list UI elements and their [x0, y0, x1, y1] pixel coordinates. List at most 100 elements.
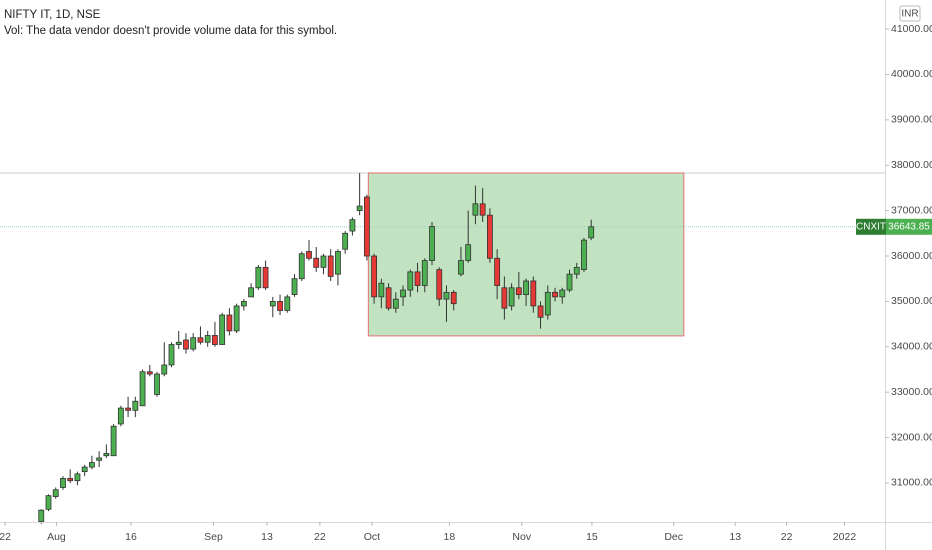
candle-body — [96, 457, 103, 461]
y-tick-label: 39000.00 — [891, 114, 932, 126]
candle-body — [197, 337, 204, 343]
x-tick-label: 2022 — [833, 531, 857, 543]
candle-body — [89, 462, 95, 468]
candle-body — [139, 371, 146, 407]
candle-body — [226, 314, 233, 332]
candle-body — [212, 335, 218, 345]
candle-body — [284, 296, 291, 311]
candle-body — [566, 273, 573, 291]
x-tick-label: 22 — [0, 531, 11, 543]
x-tick-label: Sep — [204, 531, 223, 543]
x-tick-label: 18 — [444, 531, 456, 543]
candle-body — [436, 269, 443, 300]
y-tick-label: 32000.00 — [891, 431, 932, 443]
candle-body — [429, 226, 435, 261]
candle-body — [204, 335, 211, 343]
candle-body — [132, 400, 139, 411]
candle-body — [74, 473, 81, 482]
candle-body — [414, 271, 421, 286]
candle-body — [313, 257, 320, 268]
currency-label[interactable]: INR — [901, 9, 918, 20]
currency-box[interactable] — [899, 5, 921, 22]
candle-body — [233, 305, 240, 332]
candle-body — [219, 314, 226, 345]
candle-body — [146, 371, 153, 375]
candle-body — [385, 287, 392, 309]
x-tick-label: 16 — [125, 531, 137, 543]
candle-body — [501, 287, 508, 309]
candle-body — [443, 291, 450, 300]
candle-body — [262, 266, 269, 289]
candle-body — [588, 226, 595, 239]
candle-body — [269, 300, 276, 307]
candle-body — [559, 289, 566, 298]
candle-body — [356, 205, 363, 212]
candle-body — [378, 282, 385, 298]
candle-body — [335, 251, 341, 275]
y-tick-label: 36000.00 — [891, 250, 932, 262]
last-price-label: 36643.85 — [888, 221, 930, 232]
x-tick-label: 13 — [261, 531, 273, 543]
candle-body — [320, 255, 327, 268]
candle-body — [515, 287, 522, 295]
chart-subtitle: Vol: The data vendor doesn't provide vol… — [4, 25, 337, 37]
candle-body — [508, 287, 515, 307]
candle-body — [240, 300, 247, 307]
candle-body — [38, 509, 45, 522]
candle-body — [363, 196, 370, 257]
candle-body — [306, 251, 312, 259]
x-tick-label: Nov — [512, 531, 531, 543]
candle-body — [298, 253, 305, 280]
y-tick-label: 40000.00 — [891, 68, 932, 80]
candle-body — [552, 291, 558, 298]
chart-title: NIFTY IT, 1D, NSE — [4, 9, 101, 21]
candle-body — [349, 219, 356, 232]
candle-body — [392, 298, 399, 309]
y-tick-label: 35000.00 — [891, 295, 932, 307]
symbol-label-box — [856, 218, 886, 235]
x-tick-label: Aug — [47, 531, 66, 543]
y-tick-label: 33000.00 — [891, 386, 932, 398]
candle-body — [190, 337, 197, 350]
candle-body — [154, 373, 160, 395]
x-tick-label: Dec — [664, 531, 683, 543]
candle-body — [573, 266, 580, 275]
candle-body — [103, 453, 110, 457]
candle-body — [81, 466, 88, 473]
candle-body — [183, 339, 189, 350]
candle-body — [458, 260, 464, 275]
x-tick-label: 22 — [314, 531, 326, 543]
candle-body — [117, 407, 124, 425]
candle-body — [67, 478, 74, 482]
candle-body — [450, 291, 457, 305]
candle-body — [255, 266, 262, 289]
x-tick-label: 15 — [586, 531, 598, 543]
candle-body — [60, 478, 66, 488]
candle-body — [472, 203, 479, 216]
candle-body — [291, 278, 298, 295]
candle-body — [327, 255, 334, 277]
candle-body — [407, 271, 414, 291]
candle-body — [465, 244, 472, 261]
candle-body — [530, 280, 537, 307]
candle-body — [421, 260, 428, 286]
candle-body — [537, 305, 544, 318]
x-tick-label: 22 — [781, 531, 793, 543]
candle-body — [175, 341, 182, 345]
candle-body — [371, 255, 378, 298]
last-price-box — [886, 218, 932, 235]
candle-body — [277, 300, 283, 311]
y-tick-label: 34000.00 — [891, 341, 932, 353]
candle-body — [125, 407, 131, 411]
candle-body — [342, 232, 349, 250]
candle-body — [486, 214, 493, 259]
y-tick-label: 37000.00 — [891, 204, 932, 216]
y-tick-label: 31000.00 — [891, 477, 932, 489]
candle-body — [400, 289, 406, 298]
range-rectangle — [367, 172, 685, 337]
candle-body — [479, 203, 486, 216]
candle-body — [248, 287, 254, 298]
candle-body — [494, 257, 501, 286]
candle-body — [52, 489, 59, 497]
